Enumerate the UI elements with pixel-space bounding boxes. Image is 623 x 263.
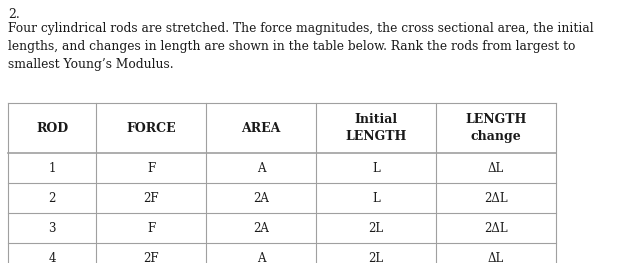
Text: ΔL: ΔL	[488, 161, 504, 174]
Text: 2F: 2F	[143, 251, 159, 263]
Text: 2L: 2L	[368, 251, 384, 263]
Text: 2: 2	[49, 191, 55, 205]
Text: F: F	[147, 161, 155, 174]
Text: Initial
LENGTH: Initial LENGTH	[345, 113, 407, 143]
Text: L: L	[372, 161, 380, 174]
Text: A: A	[257, 251, 265, 263]
Text: 1: 1	[49, 161, 55, 174]
Text: ROD: ROD	[36, 122, 68, 134]
Text: 2ΔL: 2ΔL	[484, 221, 508, 235]
Text: FORCE: FORCE	[126, 122, 176, 134]
Text: 3: 3	[48, 221, 55, 235]
Text: 2L: 2L	[368, 221, 384, 235]
Text: AREA: AREA	[241, 122, 281, 134]
Text: 2F: 2F	[143, 191, 159, 205]
Text: A: A	[257, 161, 265, 174]
Text: 2A: 2A	[253, 221, 269, 235]
Text: Four cylindrical rods are stretched. The force magnitudes, the cross sectional a: Four cylindrical rods are stretched. The…	[8, 22, 594, 71]
Text: LENGTH
change: LENGTH change	[465, 113, 526, 143]
Text: ΔL: ΔL	[488, 251, 504, 263]
Text: L: L	[372, 191, 380, 205]
Text: 4: 4	[48, 251, 55, 263]
Text: 2ΔL: 2ΔL	[484, 191, 508, 205]
Text: 2.: 2.	[8, 8, 20, 21]
Text: 2A: 2A	[253, 191, 269, 205]
Text: F: F	[147, 221, 155, 235]
